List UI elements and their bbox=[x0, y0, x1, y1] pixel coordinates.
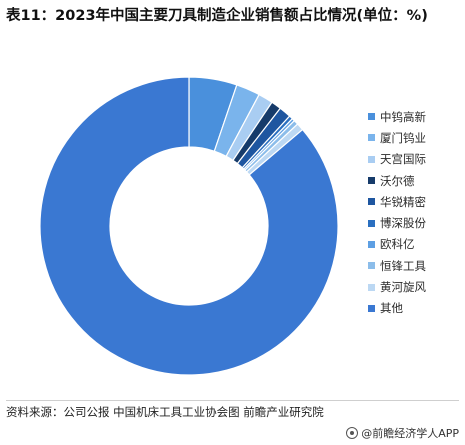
brand-text: @前瞻经济学人APP bbox=[361, 427, 459, 440]
legend-item: 其他 bbox=[368, 298, 463, 319]
legend-item: 恒锋工具 bbox=[368, 255, 463, 276]
chart-title: 表11：2023年中国主要刀具制造企业销售额占比情况(单位：%) bbox=[6, 8, 428, 24]
slice-10 bbox=[39, 76, 339, 376]
chart-legend: 中钨高新厦门钨业天宫国际沃尔德华锐精密博深股份欧科亿恒锋工具黄河旋风其他 bbox=[368, 106, 463, 319]
footer-brand: @前瞻经济学人APP bbox=[346, 425, 459, 441]
legend-label: 沃尔德 bbox=[380, 173, 415, 188]
legend-swatch bbox=[368, 262, 375, 270]
source-note: 资料来源：公司公报 中国机床工具工业协会图 前瞻产业研究院 bbox=[6, 405, 324, 419]
legend-item: 中钨高新 bbox=[368, 106, 463, 127]
legend-label: 黄河旋风 bbox=[380, 280, 426, 295]
legend-item: 黄河旋风 bbox=[368, 276, 463, 297]
legend-label: 其他 bbox=[380, 301, 403, 316]
legend-item: 欧科亿 bbox=[368, 234, 463, 255]
legend-label: 博深股份 bbox=[380, 216, 426, 231]
legend-label: 中钨高新 bbox=[380, 109, 426, 124]
legend-item: 华锐精密 bbox=[368, 191, 463, 212]
source-divider bbox=[6, 400, 459, 401]
legend-item: 天宫国际 bbox=[368, 149, 463, 170]
legend-swatch bbox=[368, 283, 375, 291]
legend-item: 厦门钨业 bbox=[368, 127, 463, 148]
legend-swatch bbox=[368, 113, 375, 121]
legend-item: 博深股份 bbox=[368, 212, 463, 233]
legend-swatch bbox=[368, 240, 375, 248]
legend-label: 天宫国际 bbox=[380, 152, 426, 167]
legend-label: 欧科亿 bbox=[380, 237, 415, 252]
legend-swatch bbox=[368, 219, 375, 227]
legend-swatch bbox=[368, 177, 375, 185]
legend-swatch bbox=[368, 198, 375, 206]
legend-label: 华锐精密 bbox=[380, 194, 426, 209]
brand-logo-icon bbox=[346, 427, 359, 439]
donut-chart bbox=[39, 76, 339, 376]
legend-label: 厦门钨业 bbox=[380, 130, 426, 145]
donut-slices bbox=[39, 76, 339, 376]
legend-label: 恒锋工具 bbox=[380, 258, 426, 273]
legend-swatch bbox=[368, 134, 375, 142]
legend-swatch bbox=[368, 304, 375, 312]
legend-swatch bbox=[368, 155, 375, 163]
legend-item: 沃尔德 bbox=[368, 170, 463, 191]
